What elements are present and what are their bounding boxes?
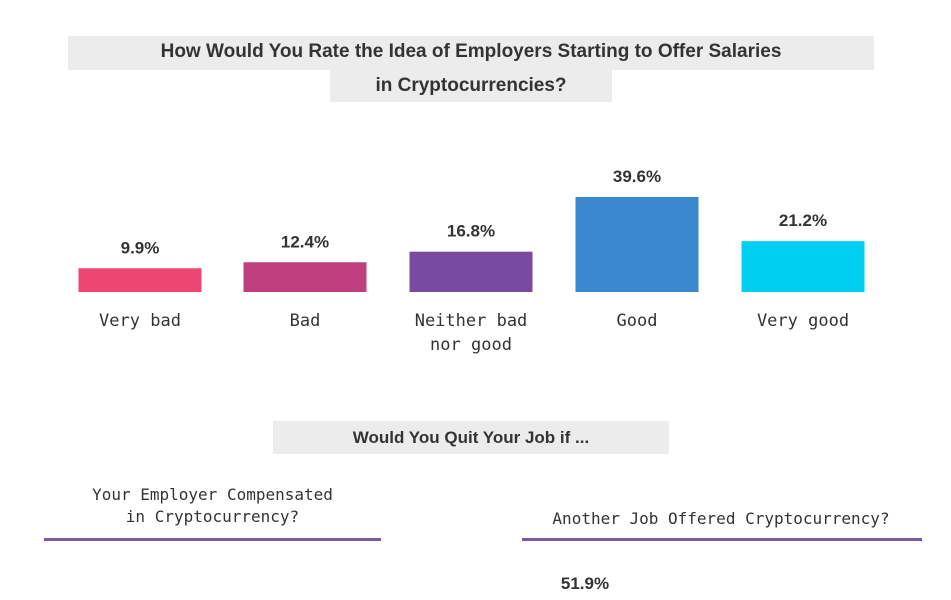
right-question-label: Another Job Offered Cryptocurrency? xyxy=(552,509,890,528)
bar-1 xyxy=(243,262,367,292)
bar-value-label-4: 21.2% xyxy=(779,211,827,230)
chart-title-line-1: How Would You Rate the Idea of Employers… xyxy=(68,36,874,70)
category-label-3: Good xyxy=(616,311,658,331)
bar-value-label-3: 39.6% xyxy=(613,167,661,186)
chart-title-line-2: in Cryptocurrencies? xyxy=(330,70,612,102)
bar-chart: 9.9% 12.4% 16.8% 39.6% 21.2% xyxy=(78,167,865,292)
left-question-rule xyxy=(44,538,381,541)
category-label-1: Bad xyxy=(289,311,321,331)
bar-4 xyxy=(741,241,865,292)
category-label-4: Very good xyxy=(756,311,850,331)
bar-value-label-0: 9.9% xyxy=(121,238,160,257)
bar-2 xyxy=(409,251,533,292)
bar-3 xyxy=(575,197,699,292)
right-question-value: 51.9% xyxy=(560,574,610,593)
section-title: Would You Quit Your Job if ... xyxy=(273,421,669,454)
bar-value-label-2: 16.8% xyxy=(447,222,495,241)
bar-value-label-1: 12.4% xyxy=(281,232,329,251)
right-question-rule xyxy=(522,538,922,541)
category-label-0: Very bad xyxy=(99,311,181,331)
bar-0 xyxy=(78,268,202,292)
category-label-2: Neither bad nor good xyxy=(414,311,528,355)
left-question-label: Your Employer Compensated in Cryptocurre… xyxy=(92,485,333,526)
